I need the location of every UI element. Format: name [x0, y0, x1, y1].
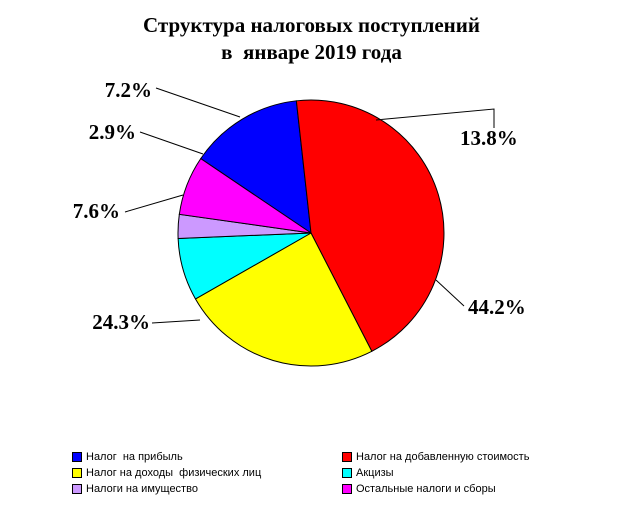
legend-label-5: Остальные налоги и сборы: [356, 483, 496, 495]
leader-line-1: [435, 279, 465, 307]
pie-slice-5: [178, 157, 312, 234]
legend-label-0: Налог на прибыль: [86, 451, 183, 463]
data-label-5: 7.2%: [105, 78, 152, 102]
legend-label-1: Налог на добавленную стоимость: [356, 451, 530, 463]
legend-swatch-0: [72, 452, 82, 462]
legend-label-2: Налог на доходы физических лиц: [86, 467, 262, 479]
legend-swatch-5: [342, 484, 352, 494]
legend-swatch-3: [342, 468, 352, 478]
chart-title-line-1: Структура налоговых поступлений: [143, 13, 480, 37]
legend-item-3: Акцизы: [342, 465, 612, 481]
legend-item-5: Остальные налоги и сборы: [342, 481, 612, 497]
legend-swatch-1: [342, 452, 352, 462]
legend-item-4: Налоги на имущество: [72, 481, 342, 497]
chart-legend: Налог на прибыль Налог на добавленную сто…: [72, 449, 612, 497]
legend-item-2: Налог на доходы физических лиц: [72, 465, 342, 481]
leader-line-5: [155, 87, 241, 118]
pie-slice-2: [194, 232, 373, 367]
data-label-0: 13.8%: [460, 126, 518, 150]
leader-line-0: [375, 108, 495, 128]
legend-label-3: Акцизы: [356, 467, 394, 479]
data-label-4: 2.9%: [89, 120, 136, 144]
legend-swatch-4: [72, 484, 82, 494]
leader-line-3: [124, 194, 184, 213]
legend-item-0: Налог на прибыль: [72, 449, 342, 465]
data-label-1: 44.2%: [468, 295, 526, 319]
chart-title-line-2: в январе 2019 года: [221, 40, 402, 64]
pie-slice-1: [295, 99, 445, 352]
legend-label-4: Налоги на имущество: [86, 483, 198, 495]
chart-title: Структура налоговых поступлений в январе…: [0, 12, 623, 66]
leader-line-2: [151, 319, 201, 324]
data-label-2: 24.3%: [92, 310, 150, 334]
legend-item-1: Налог на добавленную стоимость: [342, 449, 612, 465]
data-label-3: 7.6%: [73, 199, 120, 223]
leader-line-4: [139, 131, 204, 155]
legend-swatch-2: [72, 468, 82, 478]
pie-slice-0: [200, 100, 312, 235]
